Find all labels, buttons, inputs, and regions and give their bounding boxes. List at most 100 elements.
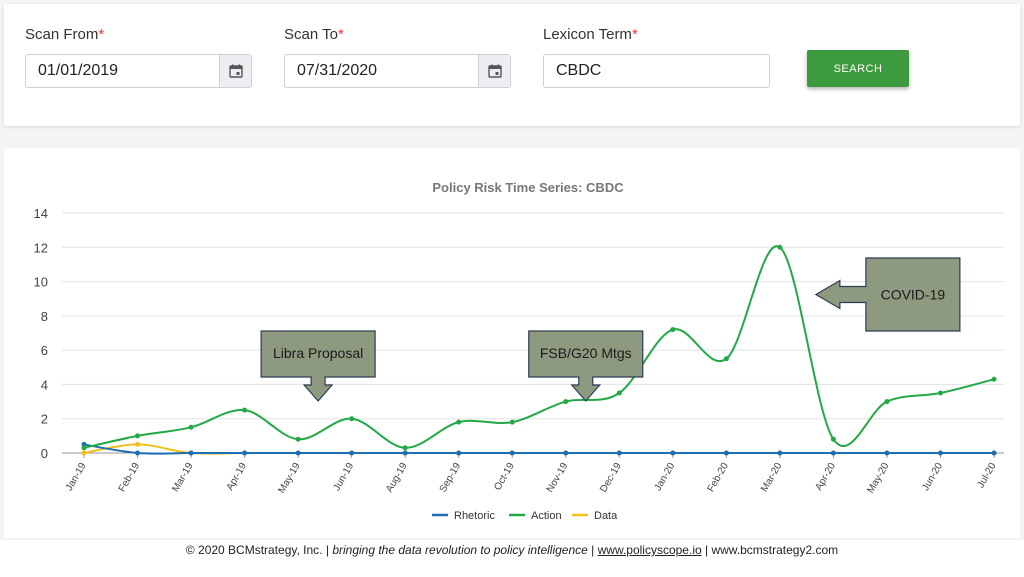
footer-tagline: bringing the data revolution to policy i…: [332, 543, 588, 557]
data-point-action: [295, 436, 301, 442]
scan-to-input[interactable]: 07/31/2020: [284, 54, 511, 88]
footer-link-policyscope[interactable]: www.policyscope.io: [597, 543, 702, 557]
data-point-action: [937, 390, 943, 396]
y-tick-label: 0: [41, 446, 48, 461]
data-point-rhetoric: [884, 450, 890, 456]
data-point-rhetoric: [188, 450, 194, 456]
legend-item-action[interactable]: Action: [509, 510, 562, 522]
data-point-rhetoric: [616, 450, 622, 456]
data-point-rhetoric: [830, 450, 836, 456]
x-tick-label: Oct-19: [492, 461, 517, 493]
x-tick-label: May-20: [865, 461, 891, 496]
y-tick-label: 8: [41, 309, 48, 324]
data-point-rhetoric: [563, 450, 569, 456]
annotation-callout: COVID-19: [814, 257, 961, 332]
y-tick-label: 4: [41, 377, 48, 392]
data-point-action: [402, 445, 408, 451]
lexicon-input[interactable]: CBDC: [543, 54, 770, 88]
legend-item-rhetoric[interactable]: Rhetoric: [432, 510, 495, 522]
scan-from-value: 01/01/2019: [38, 62, 119, 79]
data-point-rhetoric: [456, 450, 462, 456]
callout-shape: [260, 330, 376, 402]
y-tick-label: 6: [41, 343, 48, 358]
data-point-action: [670, 327, 676, 333]
annotation-callout: Libra Proposal: [260, 330, 376, 402]
scan-from-field: Scan From* 01/01/2019: [25, 24, 252, 88]
data-point-action: [509, 419, 515, 425]
scan-to-calendar-button[interactable]: [478, 55, 510, 87]
x-tick-label: Apr-19: [225, 461, 250, 493]
y-tick-label: 14: [34, 206, 48, 221]
data-point-action: [81, 445, 87, 451]
footer-separator: |: [701, 543, 712, 557]
data-point-rhetoric: [295, 450, 301, 456]
y-axis-ticks: 0 2 4 6 8 10 12 14: [34, 206, 48, 461]
data-point-action: [991, 376, 997, 382]
data-point-action: [563, 399, 569, 405]
data-point-rhetoric: [937, 450, 943, 456]
series-lines: [81, 244, 997, 456]
data-point-action: [777, 244, 783, 250]
x-tick-label: Sep-19: [438, 461, 464, 495]
data-point-rhetoric: [402, 450, 408, 456]
data-point-data: [135, 441, 141, 447]
chart-panel: Policy Risk Time Series: CBDC 0 2 4 6 8 10 12 1…: [4, 148, 1020, 538]
x-tick-label: Mar-19: [170, 461, 196, 494]
y-tick-label: 10: [34, 275, 48, 290]
data-point-action: [456, 419, 462, 425]
data-point-rhetoric: [135, 450, 141, 456]
x-tick-label: Mar-20: [759, 461, 785, 494]
search-button[interactable]: SEARCH: [807, 50, 909, 87]
legend-label: Action: [531, 510, 562, 522]
x-tick-label: Nov-19: [545, 461, 571, 495]
calendar-icon: [487, 64, 502, 78]
lexicon-field: Lexicon Term* CBDC: [543, 24, 770, 88]
legend-item-data[interactable]: Data: [572, 510, 618, 522]
legend-label: Rhetoric: [454, 510, 495, 522]
scan-to-label: Scan To*: [284, 26, 344, 43]
x-tick-label: Jun-19: [331, 461, 356, 493]
legend: Rhetoric Action Data: [432, 510, 618, 522]
data-point-action: [830, 436, 836, 442]
data-point-action: [242, 407, 248, 413]
scan-from-input[interactable]: 01/01/2019: [25, 54, 252, 88]
x-tick-label: Jan-20: [653, 461, 678, 493]
policy-risk-chart: Policy Risk Time Series: CBDC 0 2 4 6 8 10 12 1…: [34, 180, 1004, 522]
x-axis-ticks: Jan-19 Feb-19 Mar-19 Apr-19 May-19 Jun-19 Aug-…: [64, 453, 999, 495]
annotation-callout: FSB/G20 Mtgs: [528, 330, 644, 402]
x-tick-label: Apr-20: [813, 461, 838, 493]
data-point-rhetoric: [349, 450, 355, 456]
callout-shape: [528, 330, 644, 402]
data-point-data: [81, 450, 87, 456]
footer-link-bcmstrategy[interactable]: www.bcmstrategy2.com: [711, 543, 839, 557]
data-point-action: [884, 399, 890, 405]
callout-label: Libra Proposal: [273, 345, 363, 361]
search-panel: Scan From* 01/01/2019 Scan To* 07/31/202…: [4, 4, 1020, 126]
y-tick-label: 12: [34, 240, 48, 255]
data-point-rhetoric: [242, 450, 248, 456]
scan-to-field: Scan To* 07/31/2020: [284, 24, 511, 88]
x-tick-label: Feb-20: [706, 461, 732, 494]
callout-shape: [814, 257, 961, 332]
x-tick-label: Jun-20: [920, 461, 945, 493]
data-point-rhetoric: [723, 450, 729, 456]
legend-label: Data: [594, 510, 618, 522]
x-tick-label: May-19: [277, 461, 303, 496]
footer-separator: |: [587, 543, 598, 557]
annotations: Libra Proposal FSB/G20 Mtgs COVID-19: [260, 257, 961, 402]
lexicon-value: CBDC: [556, 62, 602, 79]
data-point-action: [616, 390, 622, 396]
chart-title: Policy Risk Time Series: CBDC: [432, 180, 624, 195]
x-tick-label: Dec-19: [598, 461, 624, 495]
footer-copyright: © 2020 BCMstrategy, Inc. |: [185, 543, 333, 557]
x-tick-label: Aug-19: [384, 461, 410, 495]
scan-from-calendar-button[interactable]: [219, 55, 251, 87]
data-point-action: [188, 424, 194, 430]
x-tick-label: Jan-19: [64, 461, 89, 493]
callout-label: FSB/G20 Mtgs: [540, 345, 632, 361]
x-tick-label: Jul-20: [975, 461, 998, 490]
data-point-rhetoric: [991, 450, 997, 456]
data-point-action: [723, 356, 729, 362]
y-tick-label: 2: [41, 412, 48, 427]
data-point-rhetoric: [81, 441, 87, 447]
